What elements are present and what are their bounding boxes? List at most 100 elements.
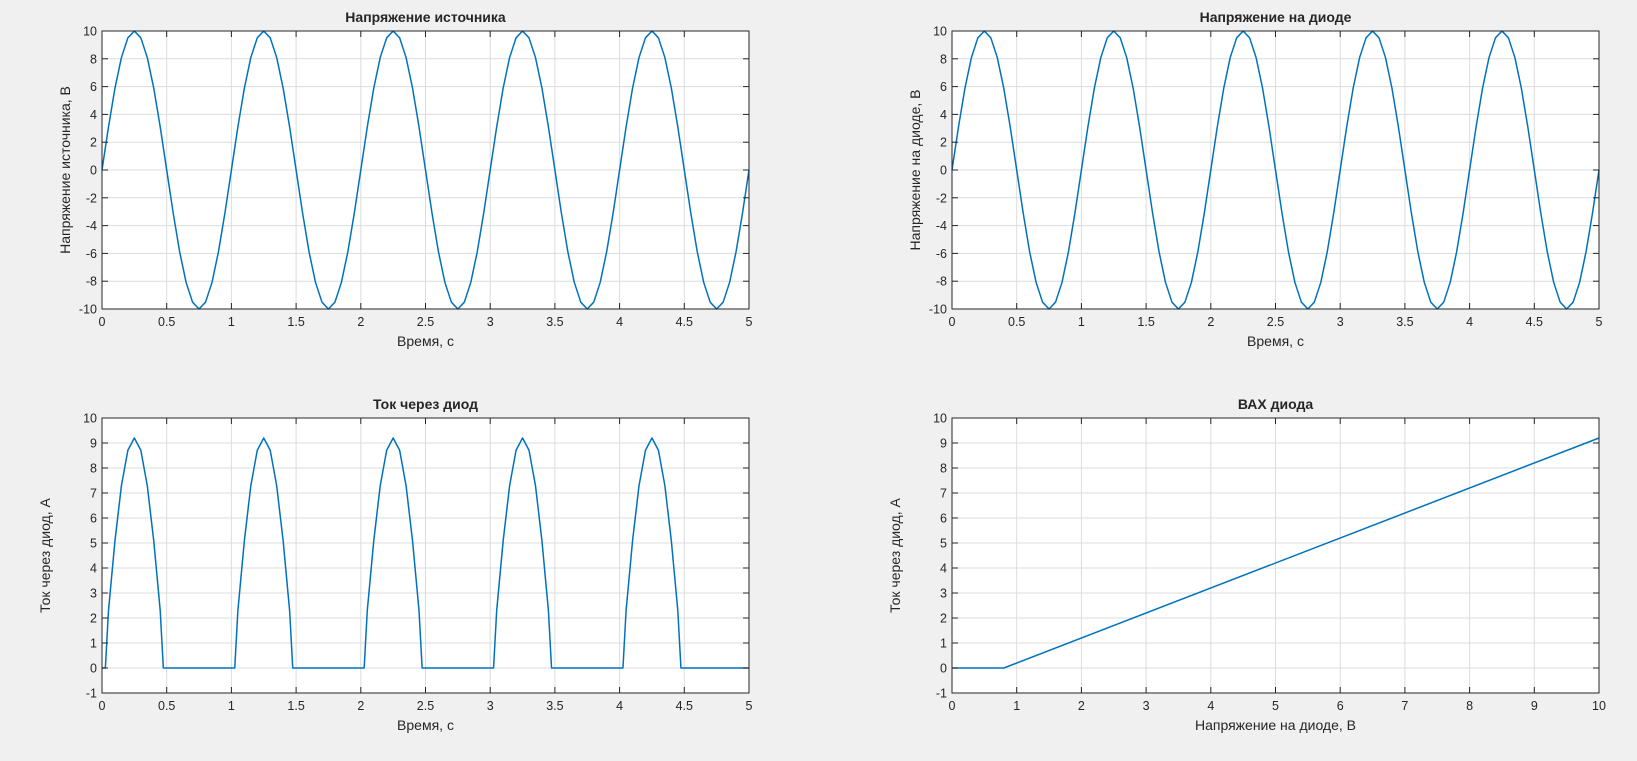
x-tick-label: 3 bbox=[1143, 699, 1150, 713]
y-tick-label: -10 bbox=[79, 303, 97, 317]
y-tick-label: -8 bbox=[936, 275, 947, 289]
x-tick-label: 4 bbox=[1207, 699, 1214, 713]
y-tick-label: 6 bbox=[940, 80, 947, 94]
x-tick-label: 0.5 bbox=[158, 699, 175, 713]
y-tick-label: -10 bbox=[929, 303, 947, 317]
y-tick-label: 8 bbox=[940, 52, 947, 66]
x-tick-label: 3.5 bbox=[1396, 315, 1413, 329]
x-tick-label: 0.5 bbox=[158, 315, 175, 329]
y-tick-label: 6 bbox=[940, 512, 947, 526]
y-tick-label: 0 bbox=[90, 662, 97, 676]
x-tick-label: 2.5 bbox=[417, 315, 434, 329]
chart-title: Напряжение на диоде bbox=[1200, 9, 1352, 25]
x-tick-label: 3 bbox=[1337, 315, 1344, 329]
y-tick-label: 10 bbox=[83, 25, 97, 39]
y-tick-label: 9 bbox=[90, 437, 97, 451]
subplot-2: 0 0.5 1 1.5 2 2.5 3 3.5 4 4.5 5 -10 -8 -6 -4 -2 0 2 4 6 8 10 Н… bbox=[907, 9, 1603, 349]
y-tick-label: 2 bbox=[940, 136, 947, 150]
y-tick-label: 5 bbox=[90, 537, 97, 551]
y-tick-label: 4 bbox=[90, 108, 97, 122]
y-tick-label: 4 bbox=[940, 108, 947, 122]
chart-title: ВАХ диода bbox=[1238, 396, 1313, 412]
y-tick-label: -8 bbox=[86, 275, 97, 289]
y-tick-label: 1 bbox=[90, 637, 97, 651]
y-tick-label: -6 bbox=[86, 247, 97, 261]
x-tick-label: 0 bbox=[99, 699, 106, 713]
y-axis-label: Напряжение источника, В bbox=[57, 86, 73, 254]
x-axis-label: Время, с bbox=[397, 333, 454, 349]
x-tick-label: 4 bbox=[1466, 315, 1473, 329]
y-tick-label: -4 bbox=[936, 219, 947, 233]
y-tick-label: -4 bbox=[86, 219, 97, 233]
x-tick-label: 1.5 bbox=[287, 699, 304, 713]
x-tick-label: 4.5 bbox=[676, 699, 693, 713]
x-tick-label: 0 bbox=[949, 699, 956, 713]
y-tick-label: 3 bbox=[940, 587, 947, 601]
x-tick-label: 0 bbox=[949, 315, 956, 329]
y-tick-label: 7 bbox=[90, 487, 97, 501]
y-tick-label: -6 bbox=[936, 247, 947, 261]
y-tick-label: 8 bbox=[940, 462, 947, 476]
x-tick-label: 3.5 bbox=[546, 699, 563, 713]
y-tick-label: 8 bbox=[90, 462, 97, 476]
x-axis-label: Время, с bbox=[1247, 333, 1304, 349]
x-tick-label: 4 bbox=[616, 315, 623, 329]
x-tick-label: 3 bbox=[487, 315, 494, 329]
x-tick-label: 5 bbox=[1596, 315, 1603, 329]
y-axis-label: Ток через диод, А bbox=[37, 498, 53, 613]
x-tick-label: 5 bbox=[1272, 699, 1279, 713]
chart-title: Напряжение источника bbox=[345, 9, 506, 25]
x-tick-label: 1 bbox=[228, 699, 235, 713]
y-tick-label: 4 bbox=[940, 562, 947, 576]
series-line bbox=[102, 437, 749, 669]
y-tick-label: 8 bbox=[90, 52, 97, 66]
x-tick-label: 2 bbox=[1078, 699, 1085, 713]
y-tick-label: 2 bbox=[940, 612, 947, 626]
x-axis-label: Напряжение на диоде, В bbox=[1195, 717, 1356, 733]
y-tick-label: 0 bbox=[940, 164, 947, 178]
x-tick-label: 9 bbox=[1531, 699, 1538, 713]
series-line bbox=[952, 437, 1600, 669]
y-tick-label: -2 bbox=[936, 191, 947, 205]
y-tick-label: 9 bbox=[940, 437, 947, 451]
series-line bbox=[951, 30, 1600, 310]
y-tick-label: 6 bbox=[90, 80, 97, 94]
x-tick-label: 0 bbox=[99, 315, 106, 329]
y-tick-label: 4 bbox=[90, 562, 97, 576]
y-tick-label: 0 bbox=[940, 662, 947, 676]
chart-title: Ток через диод bbox=[373, 396, 478, 412]
x-tick-label: 4.5 bbox=[1526, 315, 1543, 329]
x-tick-label: 1 bbox=[1013, 699, 1020, 713]
x-tick-label: 2.5 bbox=[1267, 315, 1284, 329]
x-tick-label: 5 bbox=[746, 315, 753, 329]
x-tick-label: 1.5 bbox=[287, 315, 304, 329]
x-tick-label: 7 bbox=[1401, 699, 1408, 713]
x-tick-label: 4.5 bbox=[676, 315, 693, 329]
x-tick-label: 8 bbox=[1466, 699, 1473, 713]
x-tick-label: 6 bbox=[1337, 699, 1344, 713]
y-tick-label: 0 bbox=[90, 164, 97, 178]
y-tick-label: 2 bbox=[90, 612, 97, 626]
x-tick-label: 1.5 bbox=[1137, 315, 1154, 329]
x-tick-label: 2 bbox=[357, 315, 364, 329]
x-tick-label: 10 bbox=[1592, 699, 1606, 713]
x-tick-label: 5 bbox=[746, 699, 753, 713]
y-tick-label: 6 bbox=[90, 512, 97, 526]
y-tick-label: 10 bbox=[83, 412, 97, 426]
x-tick-label: 0.5 bbox=[1008, 315, 1025, 329]
y-tick-label: 3 bbox=[90, 587, 97, 601]
y-tick-label: 10 bbox=[933, 25, 947, 39]
x-tick-label: 2 bbox=[1207, 315, 1214, 329]
y-axis-label: Напряжение на диоде, В bbox=[907, 89, 923, 250]
y-axis-label: Ток через диод, А bbox=[887, 498, 903, 613]
x-tick-label: 1 bbox=[1078, 315, 1085, 329]
y-tick-label: 2 bbox=[90, 136, 97, 150]
x-axis-label: Время, с bbox=[397, 717, 454, 733]
y-tick-label: -1 bbox=[936, 687, 947, 701]
y-tick-label: 1 bbox=[940, 637, 947, 651]
x-tick-label: 3.5 bbox=[546, 315, 563, 329]
subplot-1: 0 0.5 1 1.5 2 2.5 3 3.5 4 4.5 5 -10 -8 -6 -4 -2 0 2 4 6 8 10 Н… bbox=[57, 9, 753, 349]
x-tick-label: 3 bbox=[487, 699, 494, 713]
